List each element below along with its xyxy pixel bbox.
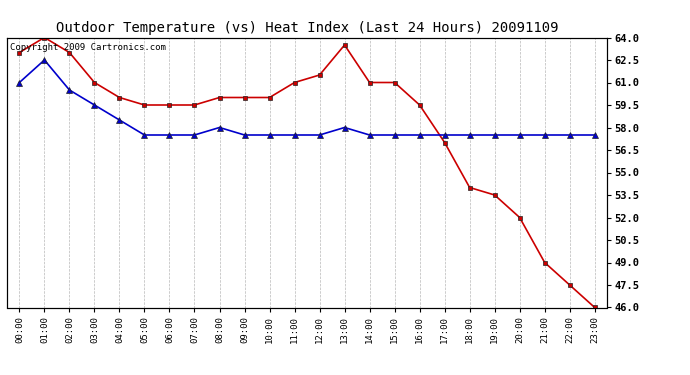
Text: Copyright 2009 Cartronics.com: Copyright 2009 Cartronics.com xyxy=(10,43,166,52)
Title: Outdoor Temperature (vs) Heat Index (Last 24 Hours) 20091109: Outdoor Temperature (vs) Heat Index (Las… xyxy=(56,21,558,35)
